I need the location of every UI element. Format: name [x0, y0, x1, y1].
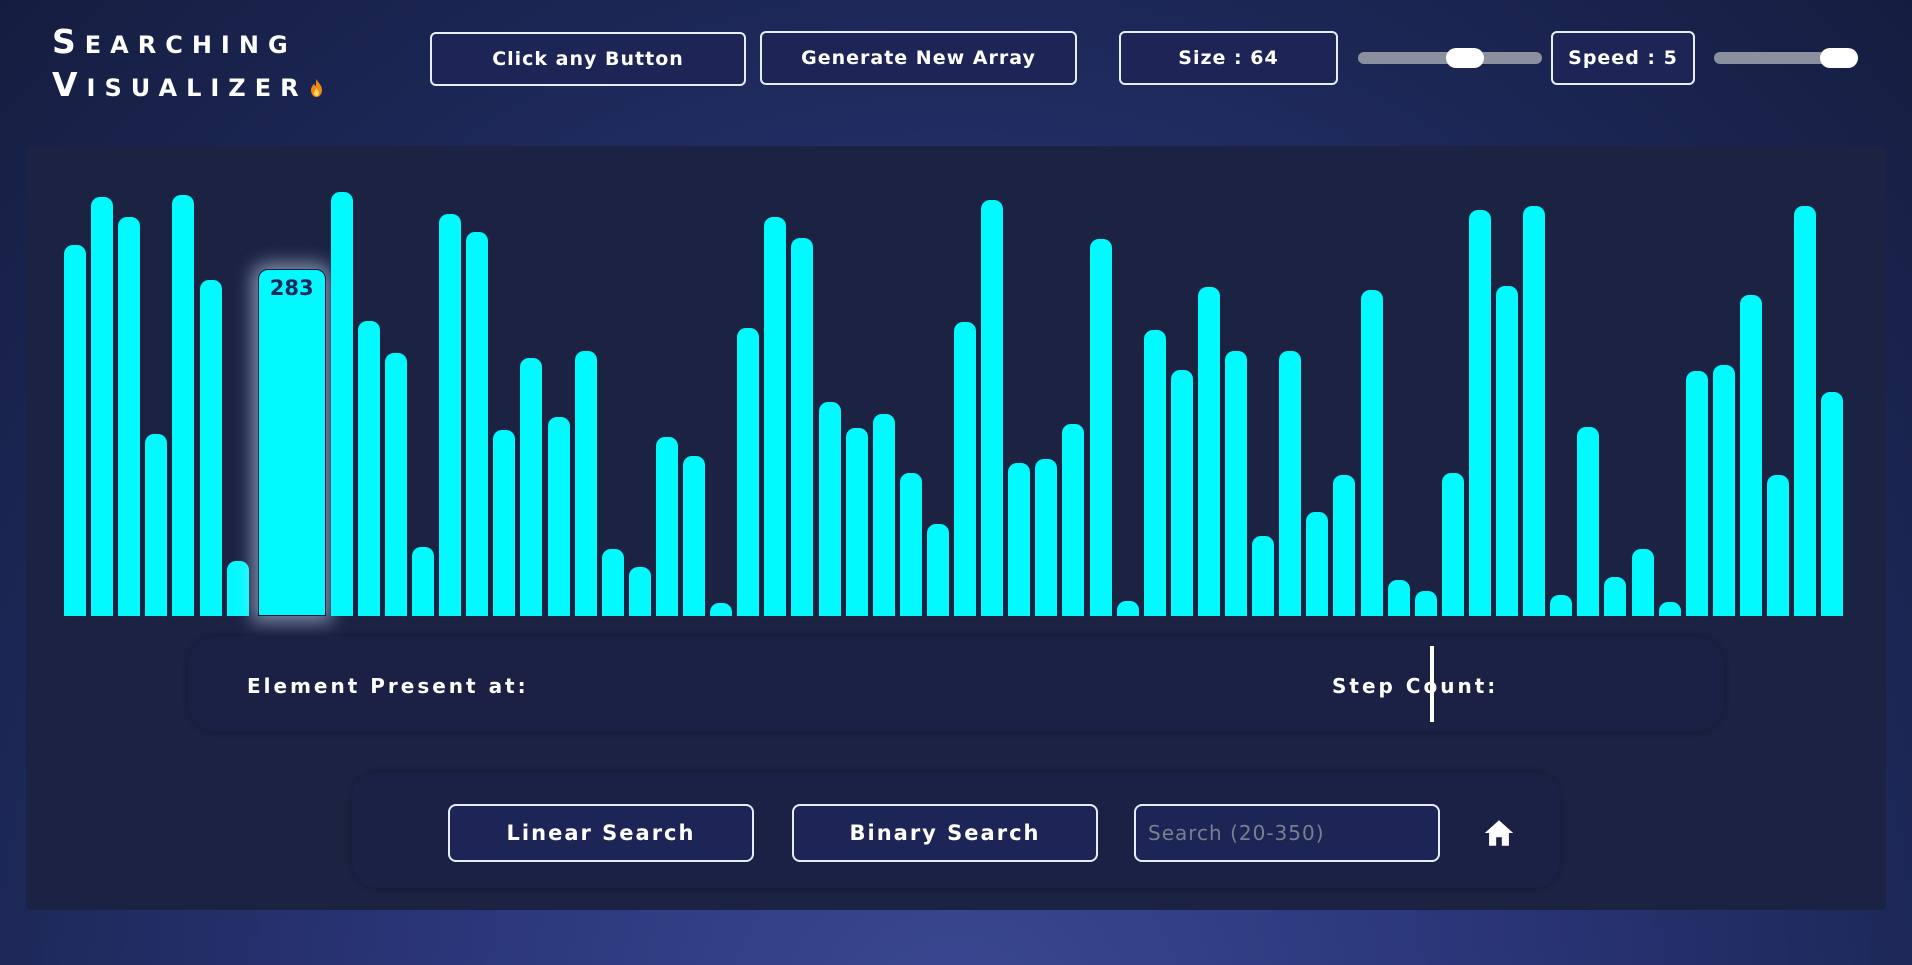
array-bar [520, 358, 543, 616]
array-bar [1441, 473, 1464, 616]
array-bar [118, 217, 141, 616]
array-bar [357, 320, 380, 616]
array-bar [547, 417, 570, 616]
array-bar [330, 191, 353, 616]
array-bar [1739, 295, 1762, 616]
array-bar [601, 548, 624, 616]
speed-label: Speed : 5 [1551, 31, 1695, 85]
array-bar [384, 352, 407, 616]
speed-slider-thumb[interactable] [1820, 48, 1858, 68]
array-bar [1821, 392, 1844, 616]
array-bar [1550, 595, 1573, 616]
array-bar [172, 194, 195, 616]
array-bar [226, 561, 249, 616]
array-bar [1306, 512, 1329, 616]
binary-search-button[interactable]: Binary Search [792, 804, 1098, 862]
array-bar [1197, 287, 1220, 616]
array-bar [899, 473, 922, 616]
array-bar [1577, 427, 1600, 616]
array-bar [628, 567, 651, 616]
app-logo: SEARCHING VISUALIZER [52, 22, 323, 108]
result-divider [1430, 646, 1434, 722]
array-bar [64, 245, 86, 616]
array-bar [737, 327, 760, 616]
array-bar [1143, 330, 1166, 616]
array-bar [1658, 602, 1681, 616]
highlighted-bar-value: 283 [269, 275, 314, 300]
array-bar [981, 200, 1004, 616]
array-bar [845, 428, 868, 616]
array-bar [710, 603, 733, 616]
array-bar [683, 456, 705, 616]
array-bar [466, 232, 489, 616]
array-bar [1279, 351, 1302, 616]
array-bar [1116, 600, 1139, 616]
array-bar [1035, 459, 1058, 616]
array-bar [1604, 576, 1627, 616]
array-bar [1008, 463, 1031, 616]
array-bar [1089, 239, 1112, 616]
size-label: Size : 64 [1119, 31, 1338, 85]
linear-search-button[interactable]: Linear Search [448, 804, 754, 862]
generate-new-array-button[interactable]: Generate New Array [760, 31, 1077, 85]
array-bar [1468, 210, 1491, 616]
step-count-label: Step Count: [1332, 674, 1499, 698]
control-panel: Linear Search Binary Search [352, 772, 1560, 888]
array-bar: 283 [257, 268, 326, 616]
element-present-label: Element Present at: [247, 674, 529, 698]
array-bar [926, 523, 949, 616]
array-bar [1170, 369, 1193, 616]
array-bar [1712, 365, 1735, 616]
array-bar [1523, 205, 1546, 616]
speed-slider[interactable] [1714, 48, 1858, 68]
home-icon[interactable] [1482, 816, 1516, 850]
array-bar [1496, 285, 1518, 616]
array-bar [1685, 371, 1708, 616]
array-bar [412, 547, 434, 616]
array-bar [1333, 474, 1356, 616]
array-bar [199, 280, 222, 616]
array-bar [1225, 351, 1247, 616]
array-bar [1062, 424, 1085, 616]
array-bar [791, 238, 814, 616]
logo-line-1: SEARCHING [52, 22, 297, 61]
array-bar [493, 429, 516, 616]
array-bar [439, 214, 462, 616]
array-bar [1252, 536, 1275, 616]
array-bar [872, 414, 895, 616]
status-button[interactable]: Click any Button [430, 32, 746, 86]
array-bar [574, 351, 597, 616]
array-bars: 283 [26, 146, 1886, 616]
array-bar [1387, 579, 1410, 616]
array-bar [1360, 289, 1383, 616]
array-bar [1767, 474, 1789, 616]
search-input[interactable] [1134, 804, 1440, 862]
size-slider-thumb[interactable] [1445, 48, 1484, 68]
array-bar [1414, 590, 1437, 616]
flame-icon [310, 79, 322, 97]
array-bar [1631, 548, 1654, 616]
array-bar [145, 434, 168, 616]
array-bar [818, 401, 841, 616]
array-bar [764, 217, 787, 616]
visualizer-panel: 283 Element Present at: Step Count: Line… [26, 146, 1886, 910]
size-slider[interactable] [1358, 48, 1542, 68]
logo-line-2: VISUALIZER [52, 65, 323, 108]
array-bar [91, 197, 114, 616]
array-bar [954, 322, 976, 616]
array-bar [1794, 205, 1817, 616]
result-panel: Element Present at: Step Count: [188, 636, 1724, 732]
array-bar [655, 436, 678, 616]
